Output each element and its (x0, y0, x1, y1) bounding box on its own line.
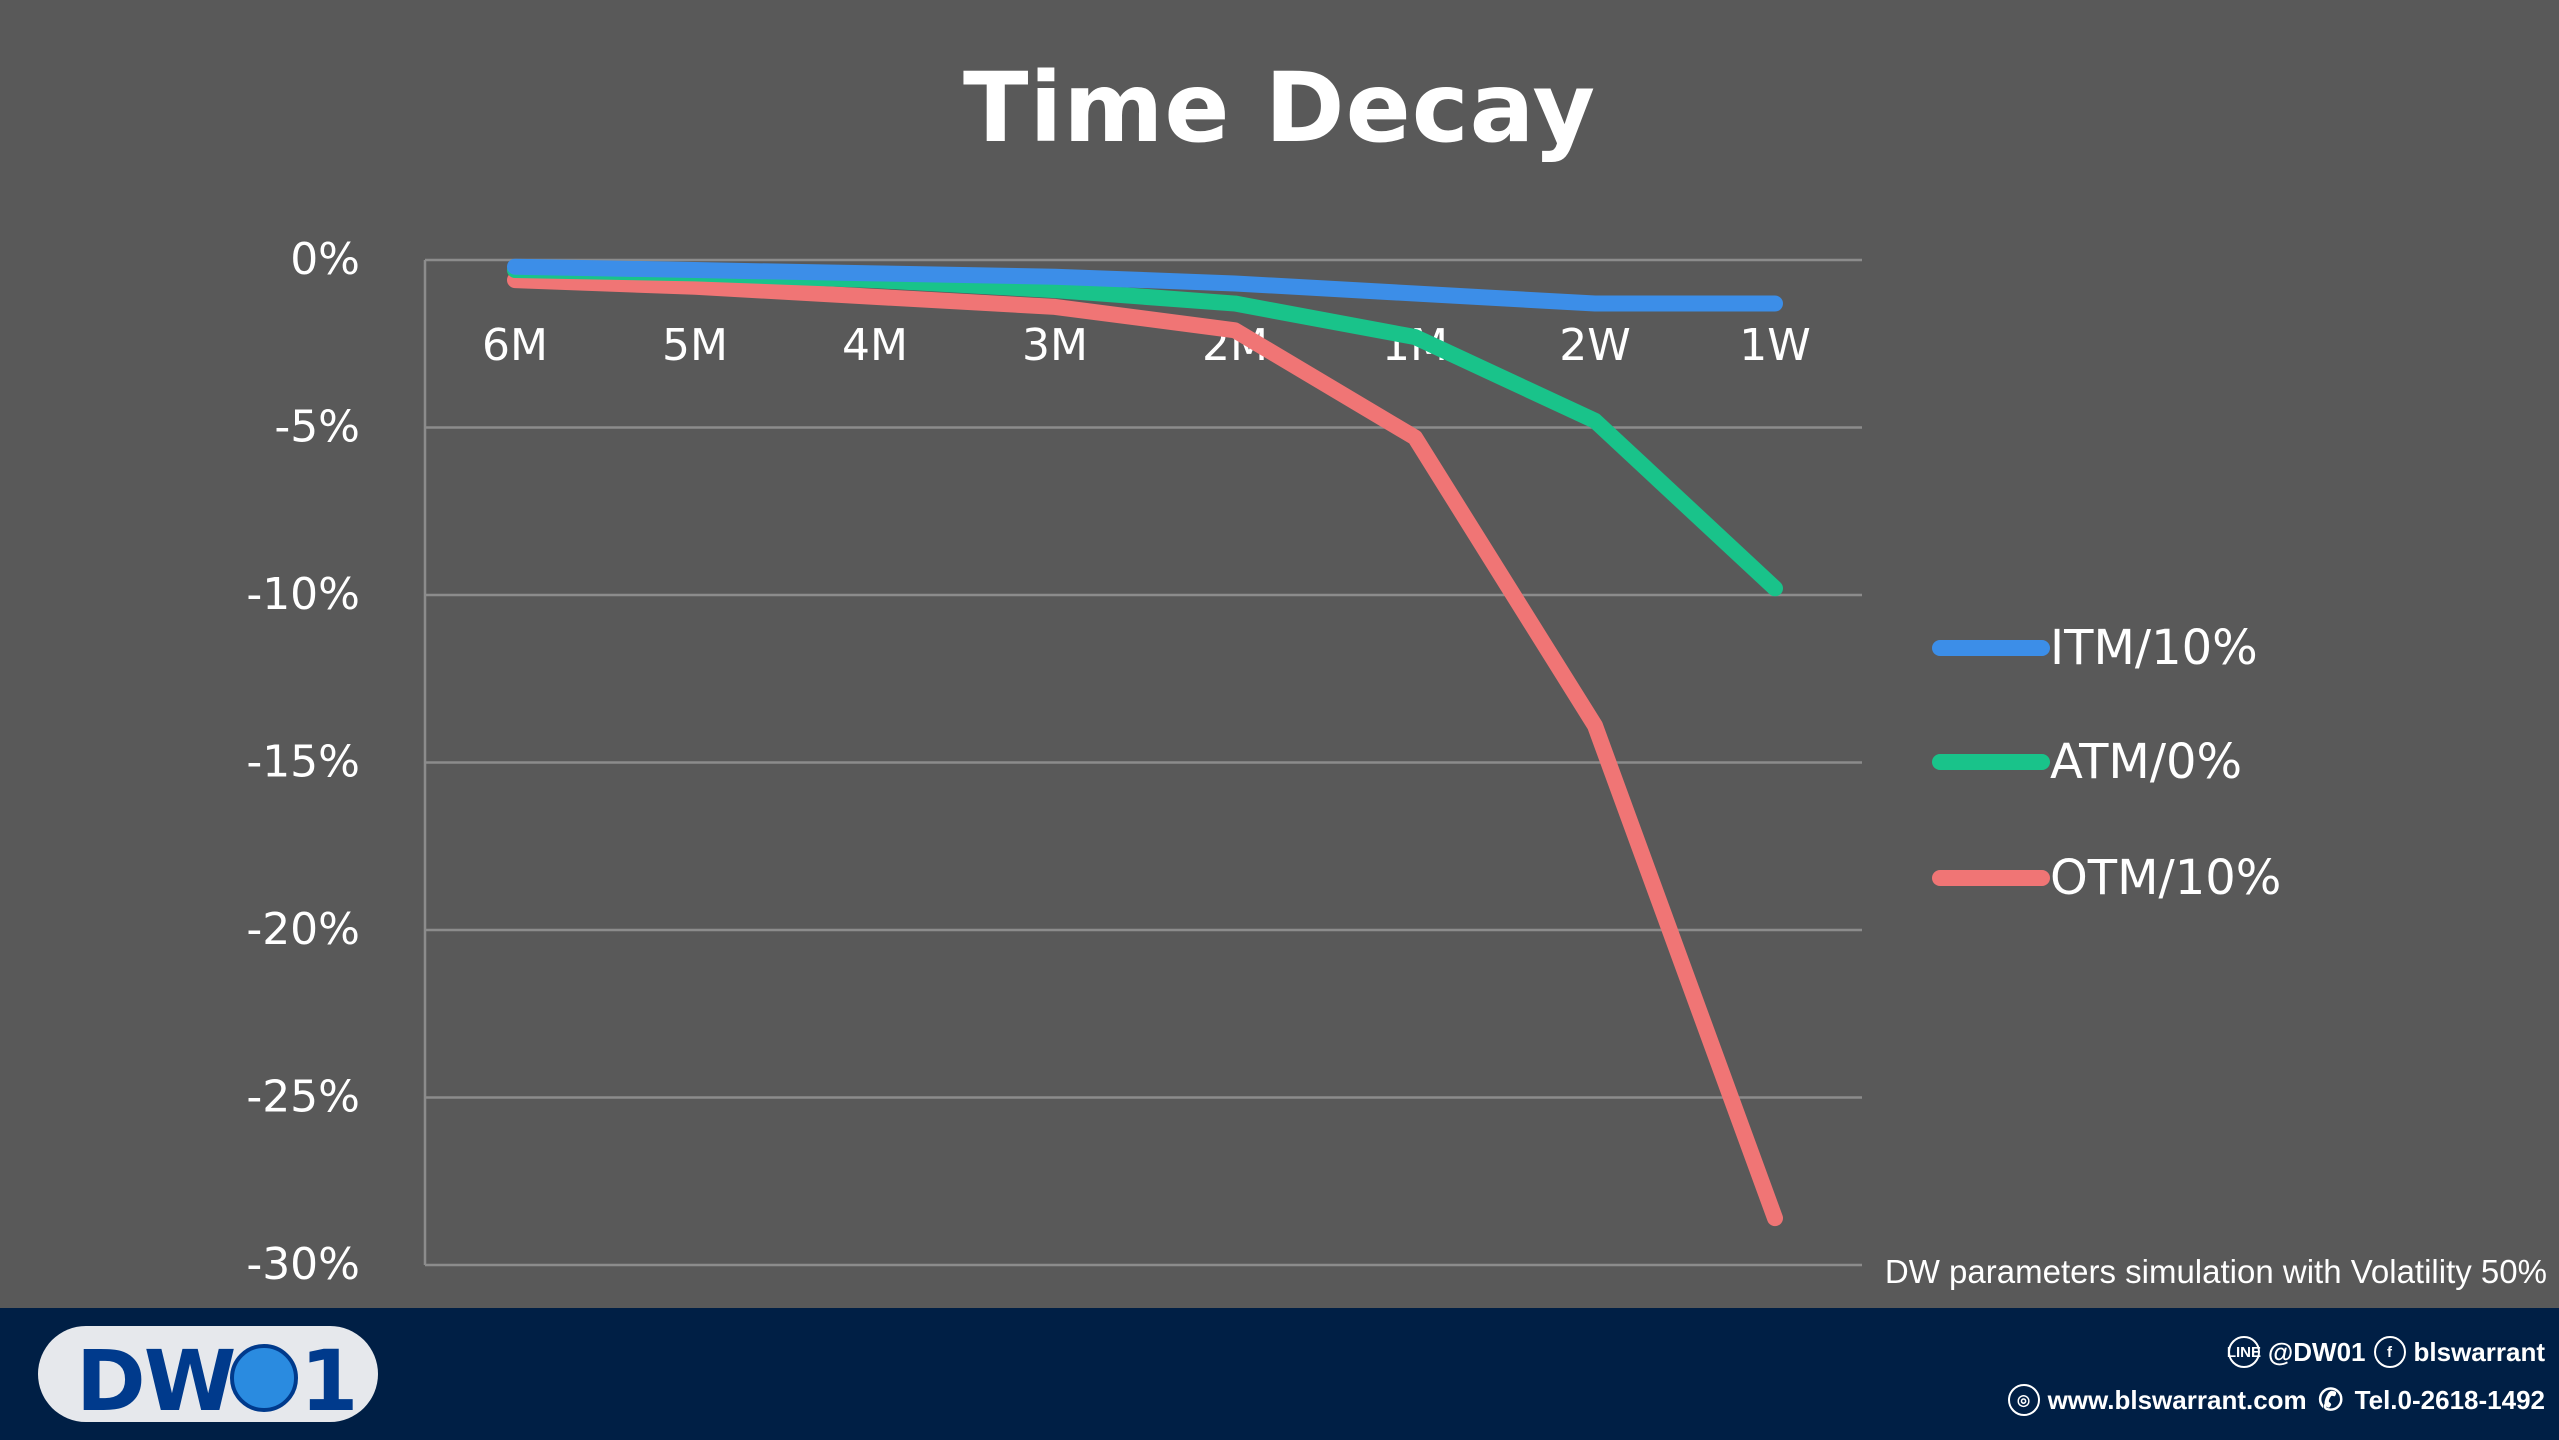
facebook-icon: f (2373, 1336, 2406, 1368)
line-icon: LINE (2227, 1336, 2261, 1368)
legend-label: ATM/0% (2050, 734, 2242, 790)
logo-signal-icon (230, 1344, 298, 1412)
x-tick-label: 4M (842, 320, 908, 371)
globe-icon: ◎ (2007, 1384, 2040, 1416)
series-line (507, 272, 1783, 1227)
logo-digit: 1 (300, 1332, 359, 1430)
line-handle[interactable]: @DW01 (2267, 1336, 2366, 1367)
phone-number[interactable]: Tel.0-2618-1492 (2354, 1384, 2545, 1415)
legend-label: ITM/10% (2050, 620, 2258, 676)
x-tick-label: 1W (1739, 320, 1811, 371)
series-line (507, 258, 1783, 312)
footer-bar: DW 1 LINE @DW01 f blswarrant ◎ www.blswa… (0, 1308, 2559, 1440)
chart: 0%-5%-10%-15%-20%-25%-30%6M 5M 4M 3M 2M 1M 2W 1… (246, 234, 2281, 1290)
y-tick-label: -15% (246, 737, 360, 788)
y-tick-label: -5% (274, 402, 360, 453)
y-tick-label: -25% (246, 1072, 360, 1123)
facebook-handle[interactable]: blswarrant (2413, 1336, 2546, 1367)
logo-text: DW (76, 1332, 236, 1430)
contact-row: ◎ www.blswarrant.com ✆ Tel.0-2618-1492 (2007, 1383, 2545, 1417)
y-tick-label: -30% (246, 1239, 360, 1290)
brand-logo[interactable]: DW 1 (38, 1326, 378, 1430)
y-tick-label: 0% (290, 234, 360, 285)
y-tick-label: -10% (246, 569, 360, 620)
phone-icon: ✆ (2318, 1383, 2344, 1417)
y-tick-label: -20% (246, 904, 360, 955)
x-tick-label: 2W (1559, 320, 1631, 371)
x-tick-label: 6M (482, 320, 548, 371)
x-tick-label: 5M (662, 320, 728, 371)
chart-title: Time Decay (962, 52, 1597, 164)
simulation-note: DW parameters simulation with Volatility… (1884, 1253, 2547, 1290)
x-tick-label: 3M (1022, 320, 1088, 371)
social-row: LINE @DW01 f blswarrant (2227, 1336, 2546, 1368)
website-link[interactable]: www.blswarrant.com (2047, 1384, 2307, 1415)
legend-label: OTM/10% (2050, 850, 2281, 906)
